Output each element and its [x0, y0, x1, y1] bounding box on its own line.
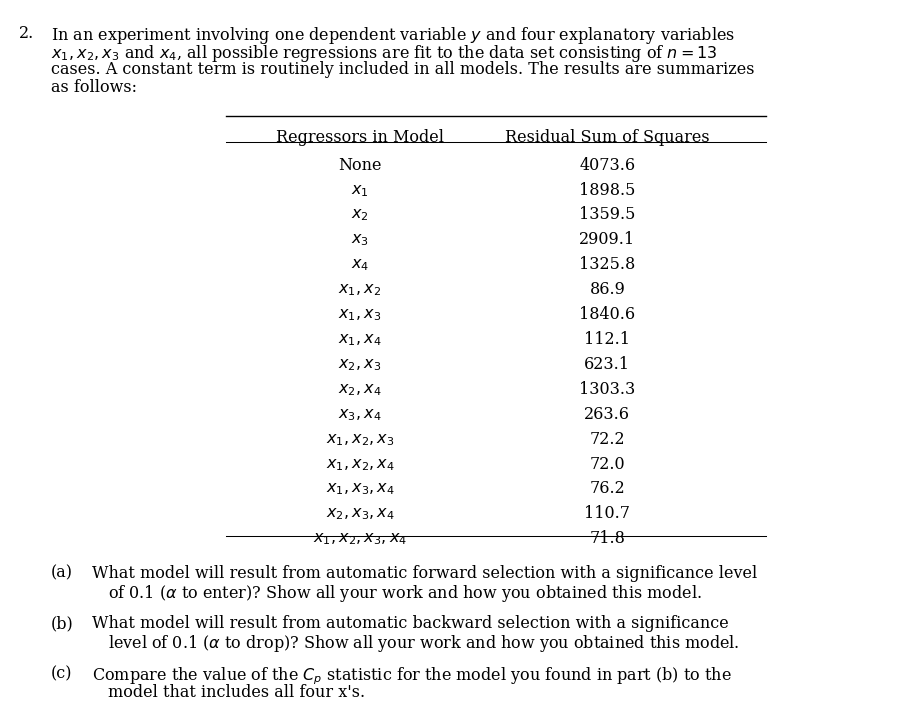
Text: 112.1: 112.1: [584, 331, 630, 348]
Text: 72.2: 72.2: [590, 430, 625, 448]
Text: (c): (c): [51, 666, 72, 683]
Text: 4073.6: 4073.6: [580, 157, 635, 174]
Text: $x_1, x_2, x_4$: $x_1, x_2, x_4$: [326, 456, 394, 473]
Text: What model will result from automatic backward selection with a significance: What model will result from automatic ba…: [92, 615, 729, 632]
Text: $x_2, x_3$: $x_2, x_3$: [339, 356, 381, 373]
Text: 86.9: 86.9: [590, 281, 625, 298]
Text: $x_3$: $x_3$: [351, 231, 369, 248]
Text: $x_1, x_2$: $x_1, x_2$: [339, 281, 381, 298]
Text: $x_2, x_3, x_4$: $x_2, x_3, x_4$: [326, 505, 394, 523]
Text: $x_2$: $x_2$: [351, 206, 369, 224]
Text: (b): (b): [51, 615, 74, 632]
Text: cases. A constant term is routinely included in all models. The results are summ: cases. A constant term is routinely incl…: [51, 61, 754, 79]
Text: 2909.1: 2909.1: [580, 231, 635, 248]
Text: $x_4$: $x_4$: [351, 256, 369, 274]
Text: 263.6: 263.6: [584, 406, 630, 423]
Text: Regressors in Model: Regressors in Model: [276, 129, 444, 146]
Text: $x_2, x_4$: $x_2, x_4$: [338, 381, 382, 398]
Text: (a): (a): [51, 565, 73, 582]
Text: model that includes all four x's.: model that includes all four x's.: [108, 684, 366, 701]
Text: Residual Sum of Squares: Residual Sum of Squares: [505, 129, 710, 146]
Text: 1359.5: 1359.5: [579, 206, 636, 224]
Text: None: None: [338, 157, 382, 174]
Text: 1325.8: 1325.8: [580, 256, 635, 274]
Text: $x_1$: $x_1$: [351, 181, 369, 199]
Text: Compare the value of the $C_p$ statistic for the model you found in part (b) to : Compare the value of the $C_p$ statistic…: [92, 666, 732, 687]
Text: of 0.1 ($\alpha$ to enter)? Show all your work and how you obtained this model.: of 0.1 ($\alpha$ to enter)? Show all you…: [108, 583, 701, 604]
Text: $x_3, x_4$: $x_3, x_4$: [338, 406, 382, 423]
Text: 72.0: 72.0: [590, 456, 625, 473]
Text: 1840.6: 1840.6: [580, 306, 635, 323]
Text: 71.8: 71.8: [590, 530, 625, 547]
Text: 76.2: 76.2: [590, 481, 625, 497]
Text: 1303.3: 1303.3: [580, 381, 635, 398]
Text: What model will result from automatic forward selection with a significance leve: What model will result from automatic fo…: [92, 565, 758, 582]
Text: $x_1, x_2, x_3, x_4$: $x_1, x_2, x_3, x_4$: [313, 530, 407, 547]
Text: 110.7: 110.7: [584, 505, 630, 523]
Text: as follows:: as follows:: [51, 79, 137, 97]
Text: $x_1, x_3$: $x_1, x_3$: [339, 306, 381, 323]
Text: 1898.5: 1898.5: [579, 181, 636, 199]
Text: $x_1, x_2, x_3$: $x_1, x_2, x_3$: [326, 430, 394, 448]
Text: 623.1: 623.1: [584, 356, 630, 373]
Text: level of 0.1 ($\alpha$ to drop)? Show all your work and how you obtained this mo: level of 0.1 ($\alpha$ to drop)? Show al…: [108, 633, 739, 654]
Text: In an experiment involving one dependent variable $y$ and four explanatory varia: In an experiment involving one dependent…: [51, 25, 735, 46]
Text: 2.: 2.: [18, 25, 34, 43]
Text: $x_1, x_2, x_3$ and $x_4$, all possible regressions are fit to the data set cons: $x_1, x_2, x_3$ and $x_4$, all possible …: [51, 43, 717, 64]
Text: $x_1, x_3, x_4$: $x_1, x_3, x_4$: [326, 481, 394, 497]
Text: $x_1, x_4$: $x_1, x_4$: [338, 331, 382, 348]
